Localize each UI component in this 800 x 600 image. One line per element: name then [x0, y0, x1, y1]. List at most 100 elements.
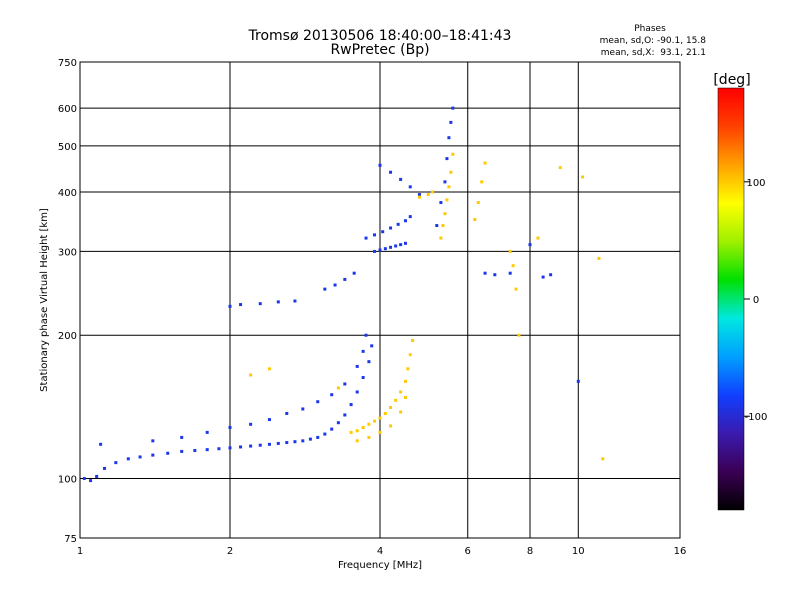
data-point-x: [451, 152, 455, 156]
data-point-x: [355, 439, 359, 443]
data-point-o: [389, 170, 393, 174]
data-point-o: [364, 333, 368, 337]
data-point-o: [399, 177, 403, 181]
x-tick-label: 10: [572, 546, 585, 557]
data-point-x: [336, 386, 340, 390]
data-point-o: [258, 443, 262, 447]
data-point-x: [417, 195, 421, 199]
y-axis-ticks: 75 100 200 300 400 500 600 750: [58, 58, 77, 545]
phases-box-title: Phases: [634, 24, 666, 34]
data-point-o: [316, 435, 320, 439]
data-point-o: [330, 393, 334, 397]
data-point-x: [383, 411, 387, 415]
data-point-x: [373, 419, 377, 423]
data-point-o: [349, 403, 353, 407]
data-point-o: [82, 477, 86, 481]
data-point-o: [370, 344, 374, 348]
data-point-x: [431, 190, 435, 194]
data-point-o: [373, 249, 377, 253]
data-point-o: [89, 479, 93, 483]
plot-frame: [79, 61, 681, 539]
data-point-o: [528, 243, 532, 247]
data-point-x: [378, 430, 382, 434]
data-point-o: [180, 449, 184, 453]
data-point-o: [126, 457, 130, 461]
data-point-o: [217, 447, 221, 451]
data-point-o: [352, 271, 356, 275]
data-point-o: [151, 439, 155, 443]
data-point-x: [403, 379, 407, 383]
colorbar-ticks: -100 0 100: [744, 178, 767, 423]
data-point-o: [355, 364, 359, 368]
y-tick-label: 200: [58, 331, 77, 342]
data-point-o: [389, 226, 393, 230]
data-point-x: [361, 425, 365, 429]
y-tick-label: 750: [58, 58, 77, 69]
data-point-o: [293, 299, 297, 303]
data-points: [82, 106, 605, 483]
chart-subtitle: RwPretec (Bp): [330, 42, 429, 58]
data-point-o: [166, 451, 170, 455]
data-point-o: [228, 446, 232, 450]
colorbar-tick-label: -100: [745, 412, 768, 423]
data-point-o: [239, 303, 243, 307]
data-point-o: [323, 432, 327, 436]
data-point-x: [511, 264, 515, 268]
chart-title: Tromsø 20130506 18:40:00–18:41:43: [248, 28, 512, 44]
data-point-x: [517, 333, 521, 337]
data-point-o: [394, 244, 398, 248]
phases-mean-x: mean, sd,X: 93.1, 21.1: [601, 48, 706, 58]
data-point-o: [389, 245, 393, 249]
data-point-x: [439, 236, 443, 240]
data-point-o: [276, 441, 280, 445]
data-point-x: [480, 180, 484, 184]
colorbar-tick-label: 0: [753, 295, 759, 306]
data-point-x: [389, 424, 393, 428]
data-point-o: [343, 382, 347, 386]
data-point-o: [403, 219, 407, 223]
data-point-o: [343, 413, 347, 417]
data-point-o: [403, 241, 407, 245]
data-point-o: [267, 442, 271, 446]
data-point-o: [367, 360, 371, 364]
data-point-o: [378, 248, 382, 252]
data-point-o: [323, 287, 327, 291]
data-point-x: [249, 373, 253, 377]
data-point-o: [258, 302, 262, 306]
y-axis-label: Stationary phase Virtual Height [km]: [39, 208, 50, 392]
data-point-o: [138, 455, 142, 459]
data-point-o: [399, 243, 403, 247]
y-tick-label: 75: [64, 534, 77, 545]
data-point-o: [378, 163, 382, 167]
data-point-o: [228, 425, 232, 429]
data-point-o: [576, 379, 580, 383]
colorbar: [717, 87, 745, 511]
data-point-o: [364, 236, 368, 240]
data-point-o: [249, 444, 253, 448]
data-point-o: [285, 441, 289, 445]
colorbar-tick-label: 100: [746, 178, 765, 189]
data-point-o: [445, 157, 449, 161]
x-tick-label: 16: [674, 546, 687, 557]
data-point-o: [443, 180, 447, 184]
data-point-o: [381, 230, 385, 234]
data-point-x: [406, 367, 410, 371]
data-point-o: [205, 430, 209, 434]
data-point-o: [396, 222, 400, 226]
x-tick-label: 6: [465, 546, 471, 557]
data-point-x: [367, 422, 371, 426]
y-tick-label: 500: [58, 142, 77, 153]
x-tick-label: 8: [527, 546, 533, 557]
data-point-o: [301, 439, 305, 443]
data-point-o: [383, 247, 387, 251]
data-point-x: [399, 390, 403, 394]
data-point-o: [285, 411, 289, 415]
data-point-x: [601, 457, 605, 461]
data-point-o: [408, 215, 412, 219]
data-point-x: [441, 224, 445, 228]
data-point-o: [308, 437, 312, 441]
data-point-o: [373, 233, 377, 237]
data-point-x: [389, 406, 393, 410]
x-tick-label: 4: [377, 546, 383, 557]
